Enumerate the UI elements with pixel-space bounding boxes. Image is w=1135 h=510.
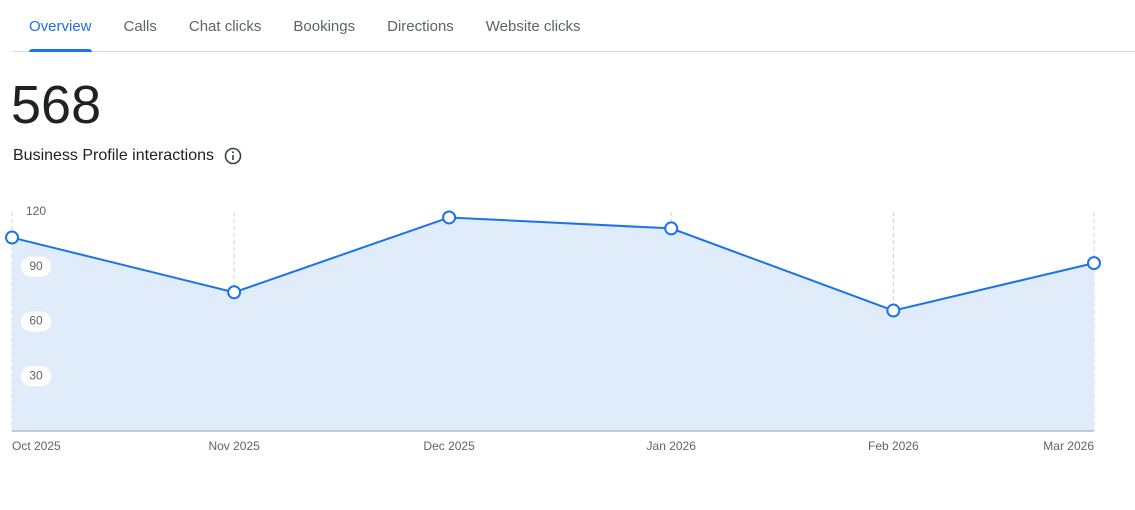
point [5, 230, 19, 245]
x-tick-label: Dec 2025 [423, 439, 475, 453]
area [12, 217, 1094, 431]
y-tick-label: 90 [29, 259, 43, 273]
point [1087, 256, 1101, 271]
point [227, 285, 242, 300]
tab[interactable]: Bookings [293, 18, 356, 35]
y-tick-label: 30 [29, 368, 43, 382]
tab[interactable]: Chat clicks [188, 18, 262, 35]
tab[interactable]: Directions [387, 18, 454, 35]
x-tick-label: Mar 2026 [1043, 439, 1094, 453]
metric-value: 568 [11, 75, 102, 135]
x-tick-label: Oct 2025 [12, 439, 61, 453]
point [886, 303, 901, 318]
x-tick-label: Jan 2026 [647, 439, 697, 453]
y-tick-pill [21, 366, 51, 387]
tab[interactable]: Website clicks [485, 18, 581, 35]
y-tick-label: 120 [26, 204, 46, 218]
x-tick-label: Nov 2025 [208, 439, 260, 453]
point [664, 221, 679, 236]
y-tick-pill [21, 256, 51, 277]
y-tick-label: 60 [29, 314, 43, 328]
tab[interactable]: Overview [13, 0, 108, 52]
tab-bar: Overview Calls Chat clicks Bookings Directio… [13, 0, 1135, 52]
line [11, 216, 1095, 312]
metric-label-text: Business Profile interactions [13, 147, 214, 164]
info-icon[interactable] [223, 146, 243, 166]
metric-label: Business Profile interactions [13, 146, 243, 166]
y-tick-pill [21, 311, 51, 332]
point [442, 210, 457, 225]
x-tick-label: Feb 2026 [868, 439, 919, 453]
y-tick-pill [21, 202, 51, 222]
tab[interactable]: Calls [123, 18, 157, 35]
